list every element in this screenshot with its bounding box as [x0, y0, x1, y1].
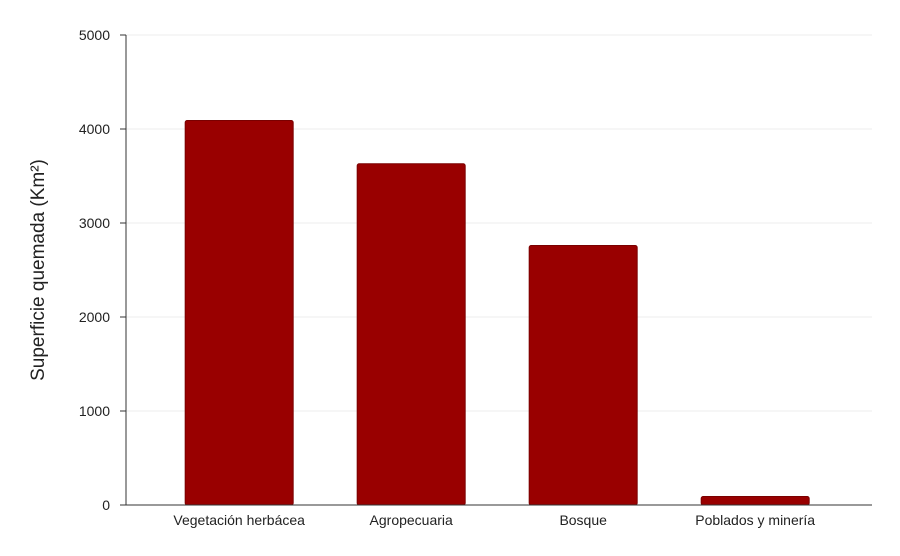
y-tick-label: 2000 [79, 309, 110, 325]
bar [356, 163, 466, 506]
x-category-label: Poblados y minería [695, 512, 815, 528]
y-tick-label: 0 [102, 497, 110, 513]
bar [184, 120, 294, 506]
y-axis-title: Superficie quemada (Km²) [28, 159, 49, 381]
y-tick-label: 4000 [79, 121, 110, 137]
x-category-label: Agropecuaria [370, 512, 453, 528]
bars [184, 120, 810, 506]
x-category-label: Bosque [559, 512, 607, 528]
bar [700, 496, 810, 506]
x-category-labels: Vegetación herbácea Agropecuaria Bosque Pob… [173, 512, 815, 528]
y-tick-label: 3000 [79, 215, 110, 231]
bar [528, 245, 638, 506]
y-ticks: 0 1000 2000 3000 4000 5000 [79, 27, 126, 513]
y-tick-label: 5000 [79, 27, 110, 43]
y-tick-label: 1000 [79, 403, 110, 419]
x-category-label: Vegetación herbácea [173, 512, 305, 528]
axes [125, 35, 872, 506]
